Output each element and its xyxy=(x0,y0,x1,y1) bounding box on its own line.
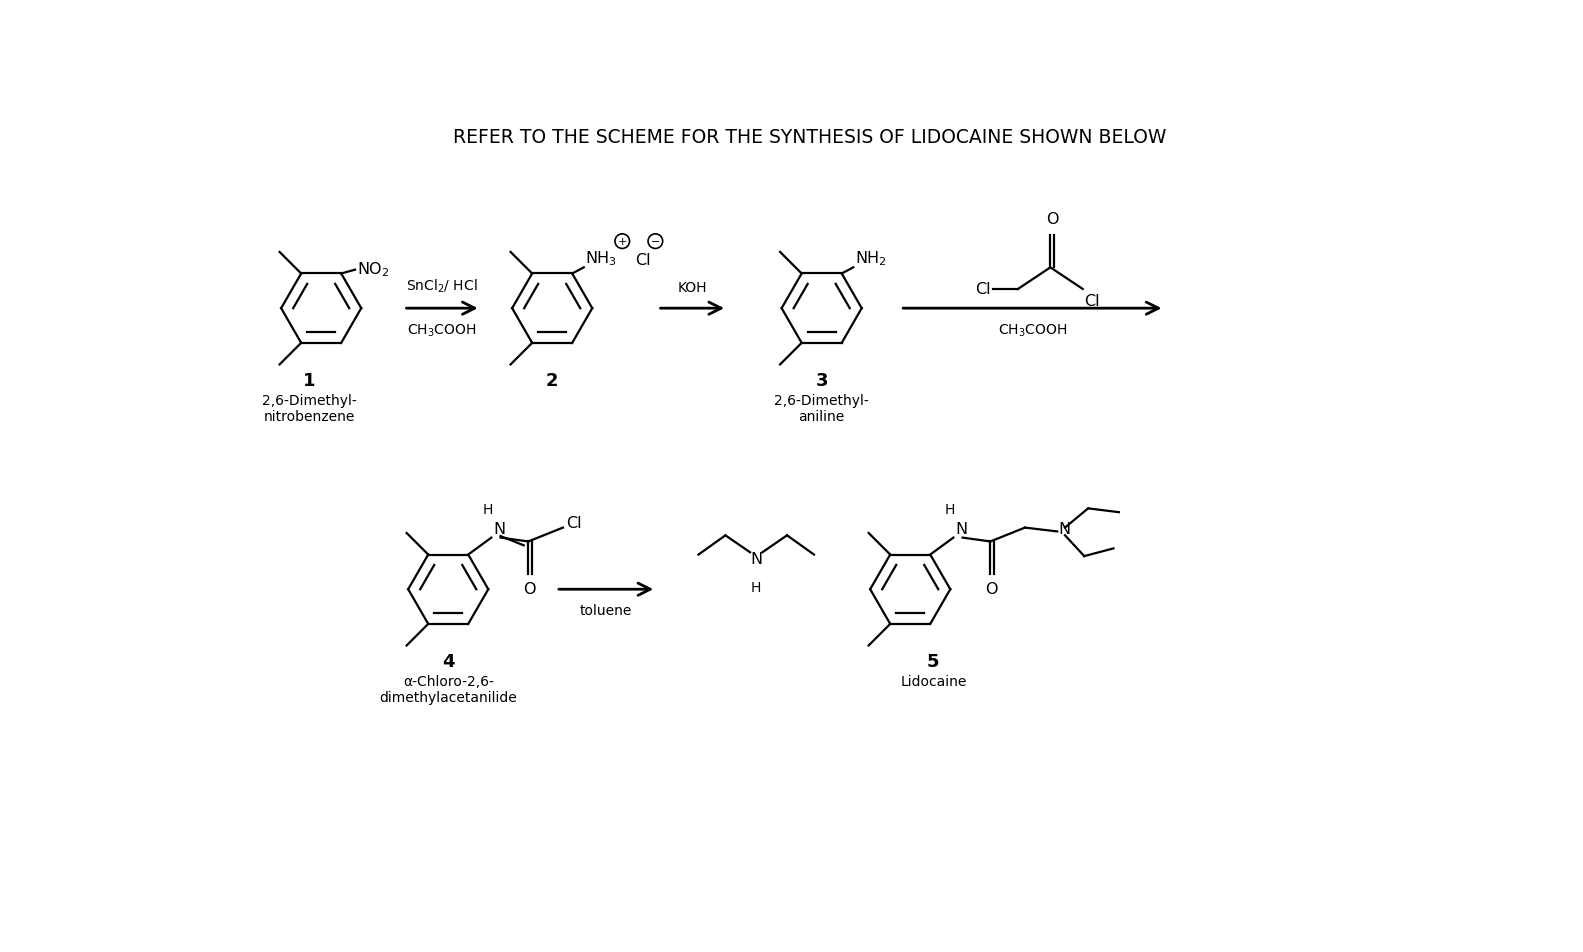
Text: NH$_3$: NH$_3$ xyxy=(586,248,617,268)
Text: 3: 3 xyxy=(815,372,828,390)
Text: 2,6-Dimethyl-
nitrobenzene: 2,6-Dimethyl- nitrobenzene xyxy=(263,393,358,424)
Text: KOH: KOH xyxy=(678,281,708,295)
Text: 5: 5 xyxy=(928,653,940,670)
Text: −: − xyxy=(651,237,660,247)
Text: NO$_2$: NO$_2$ xyxy=(356,260,389,279)
Text: SnCl$_2$/ HCl: SnCl$_2$/ HCl xyxy=(407,278,478,295)
Text: O: O xyxy=(1046,211,1057,227)
Text: 2: 2 xyxy=(546,372,559,390)
Text: N: N xyxy=(492,522,505,537)
Text: Cl: Cl xyxy=(635,253,651,268)
Text: NH$_2$: NH$_2$ xyxy=(855,248,886,268)
Text: 2,6-Dimethyl-
aniline: 2,6-Dimethyl- aniline xyxy=(774,393,869,424)
Text: REFER TO THE SCHEME FOR THE SYNTHESIS OF LIDOCAINE SHOWN BELOW: REFER TO THE SCHEME FOR THE SYNTHESIS OF… xyxy=(453,129,1167,147)
Text: H: H xyxy=(945,503,956,517)
Text: H: H xyxy=(750,581,761,594)
Text: Cl: Cl xyxy=(1084,293,1100,308)
Text: N: N xyxy=(750,551,763,566)
Text: O: O xyxy=(524,582,537,597)
Text: 1: 1 xyxy=(304,372,317,390)
Text: CH$_3$COOH: CH$_3$COOH xyxy=(407,323,476,339)
Text: α-Chloro-2,6-
dimethylacetanilide: α-Chloro-2,6- dimethylacetanilide xyxy=(380,674,518,704)
Text: +: + xyxy=(617,237,627,247)
Text: CH$_3$COOH: CH$_3$COOH xyxy=(997,323,1067,339)
Text: Cl: Cl xyxy=(975,282,991,297)
Text: 4: 4 xyxy=(442,653,454,670)
Text: Lidocaine: Lidocaine xyxy=(901,674,967,688)
Text: O: O xyxy=(986,582,999,597)
Text: N: N xyxy=(955,522,967,537)
Text: N: N xyxy=(1059,522,1072,536)
Text: toluene: toluene xyxy=(579,604,632,618)
Text: H: H xyxy=(483,503,494,517)
Text: Cl: Cl xyxy=(567,516,581,531)
